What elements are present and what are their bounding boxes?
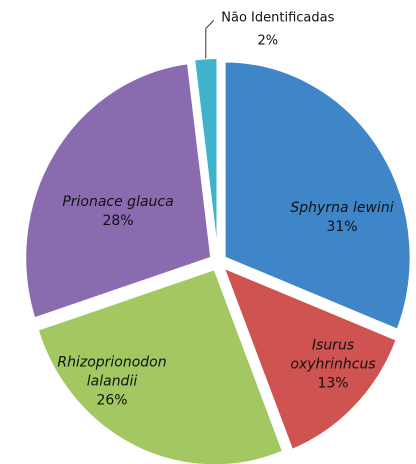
pie-slice xyxy=(223,60,412,331)
category-name: Não Identificadas xyxy=(221,10,335,26)
value-label: 2% xyxy=(257,33,279,49)
slice-label: Sphyrna lewini 31% xyxy=(277,199,407,237)
category-name: Prionace glauca xyxy=(62,194,174,210)
leader-line xyxy=(205,20,215,59)
category-name: Sphyrna lewini xyxy=(290,200,394,216)
value-label: 28% xyxy=(102,213,134,229)
pie-slice xyxy=(193,57,219,255)
value-label: 13% xyxy=(317,375,349,392)
slice-label: Prionace glauca 28% xyxy=(48,193,188,231)
category-name: Rhizoprionodon lalandii xyxy=(57,354,167,390)
pie-slice xyxy=(36,267,285,464)
pie-slice xyxy=(24,62,213,320)
value-label: 26% xyxy=(96,392,128,409)
slice-label: Isurus oxyhrinhcus 13% xyxy=(278,337,388,394)
category-name: Isurus oxyhrinhcus xyxy=(290,337,376,373)
value-label: 31% xyxy=(326,219,358,235)
pie-slice xyxy=(221,265,398,452)
slice-label: Rhizoprionodon lalandii 26% xyxy=(42,354,182,411)
